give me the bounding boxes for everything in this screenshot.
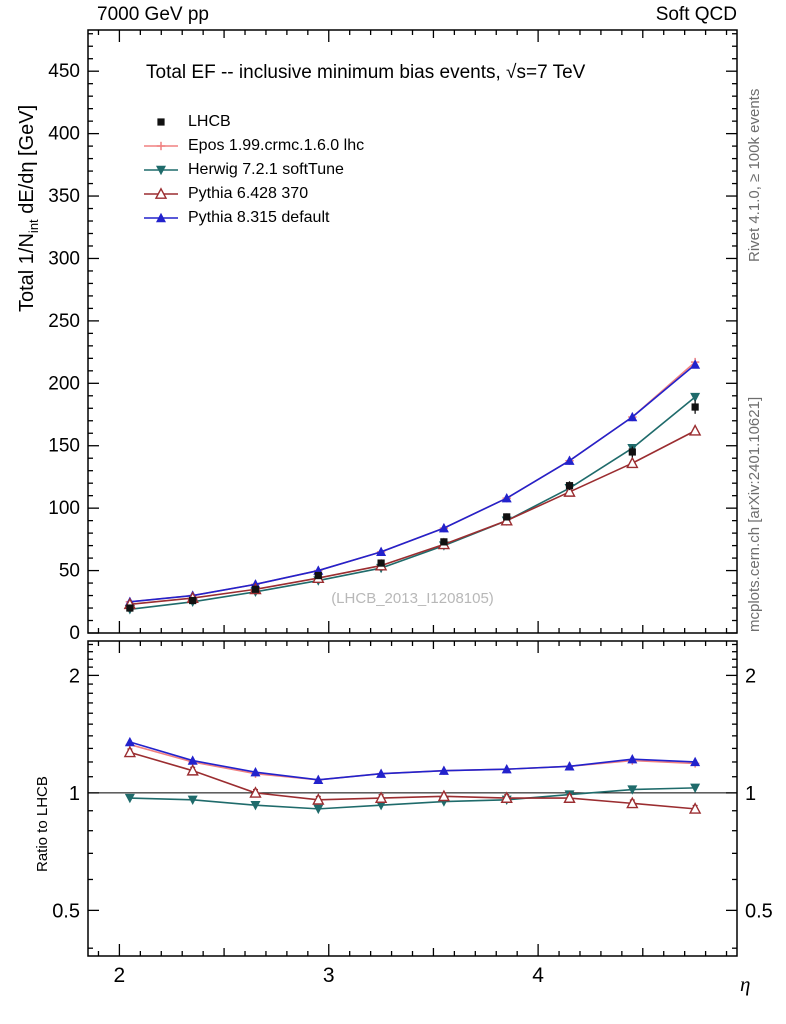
main-y-axis-label-sub: int (26, 219, 41, 234)
ratio-y-tick-label-left: 1 (69, 783, 80, 805)
rivet-version-note: Rivet 4.1.0, ≥ 100k events (746, 88, 763, 262)
legend-item-lhcb: LHCB (143, 110, 364, 134)
main-y-tick-label: 400 (48, 124, 80, 145)
main-y-tick-label: 450 (48, 61, 80, 82)
legend-item-herwig-7-2-1-softtune: Herwig 7.2.1 softTune (143, 158, 364, 182)
main-y-tick-label: 0 (69, 623, 80, 644)
analysis-id-watermark: (LHCB_2013_I1208105) (331, 590, 494, 607)
legend: LHCB Epos 1.99.crmc.1.6.0 lhc Herwig 7.2.1… (143, 110, 364, 230)
legend-item-pythia-8-315-default: Pythia 8.315 default (143, 206, 364, 230)
ratio-series-pythia-6-428-370 (123, 745, 702, 814)
main-y-axis-label: Total 1/Nint dE/dη [GeV] (16, 105, 41, 312)
legend-marker-triangle-up-open (144, 187, 178, 199)
legend-marker-triangle-down-filled (144, 165, 178, 176)
main-series-epos-1-99-crmc-1-6-0-lhc (125, 357, 700, 606)
legend-label: Epos 1.99.crmc.1.6.0 lhc (188, 137, 365, 154)
ratio-y-axis-label: Ratio to LHCB (34, 776, 51, 872)
main-y-tick-label: 150 (48, 436, 80, 457)
plot-title: Total EF -- inclusive minimum bias event… (146, 62, 586, 83)
main-series-pythia-6-428-370 (123, 424, 702, 610)
legend-label: Pythia 6.428 370 (188, 185, 309, 202)
main-y-axis-label-pre: Total 1/N (16, 233, 38, 312)
x-axis-label: η (740, 972, 751, 996)
ratio-y-tick-label-right: 0.5 (745, 900, 773, 922)
x-tick-label: 3 (323, 964, 335, 987)
mcplots-attribution: mcplots.cern.ch [arXiv:2401.10621] (746, 396, 763, 632)
ratio-y-tick-label-left: 2 (69, 665, 80, 687)
ratio-y-tick-label-right: 1 (745, 783, 756, 805)
main-y-axis-label-post: dE/dη [GeV] (16, 104, 38, 220)
legend-label: LHCB (188, 113, 231, 130)
ratio-series-herwig-7-2-1-softtune (124, 783, 701, 815)
legend-marker-cross-open (144, 141, 178, 151)
legend-marker-square-filled (157, 118, 165, 126)
main-series-herwig-7-2-1-softtune (124, 392, 701, 615)
beam-energy-label: 7000 GeV pp (97, 4, 209, 25)
x-tick-label: 2 (114, 964, 126, 987)
main-series-pythia-8-315-default (124, 359, 701, 606)
x-tick-label: 4 (532, 964, 544, 987)
main-y-tick-label: 300 (48, 248, 80, 269)
legend-label: Herwig 7.2.1 softTune (188, 161, 344, 178)
legend-item-pythia-6-428-370: Pythia 6.428 370 (143, 182, 364, 206)
legend-marker-triangle-up-filled (144, 212, 178, 223)
legend-label: Pythia 8.315 default (188, 209, 330, 226)
ratio-series-pythia-8-315-default (124, 736, 701, 785)
ratio-y-tick-label-right: 2 (745, 665, 756, 687)
main-y-tick-label: 200 (48, 373, 80, 394)
main-y-tick-label: 100 (48, 498, 80, 519)
process-group-label: Soft QCD (655, 4, 737, 25)
axes: 2 3 4 0 50 100 150 200 250 300 350 400 450 0.5 0.5 1 1 2 2 (48, 29, 773, 987)
main-y-tick-label: 50 (59, 561, 80, 582)
ratio-y-tick-label-left: 0.5 (52, 900, 80, 922)
main-y-tick-label: 350 (48, 186, 80, 207)
main-y-tick-label: 250 (48, 311, 80, 332)
legend-item-epos-1-99-crmc-1-6-0-lhc: Epos 1.99.crmc.1.6.0 lhc (143, 134, 364, 158)
main-series-lhcb (126, 400, 699, 612)
